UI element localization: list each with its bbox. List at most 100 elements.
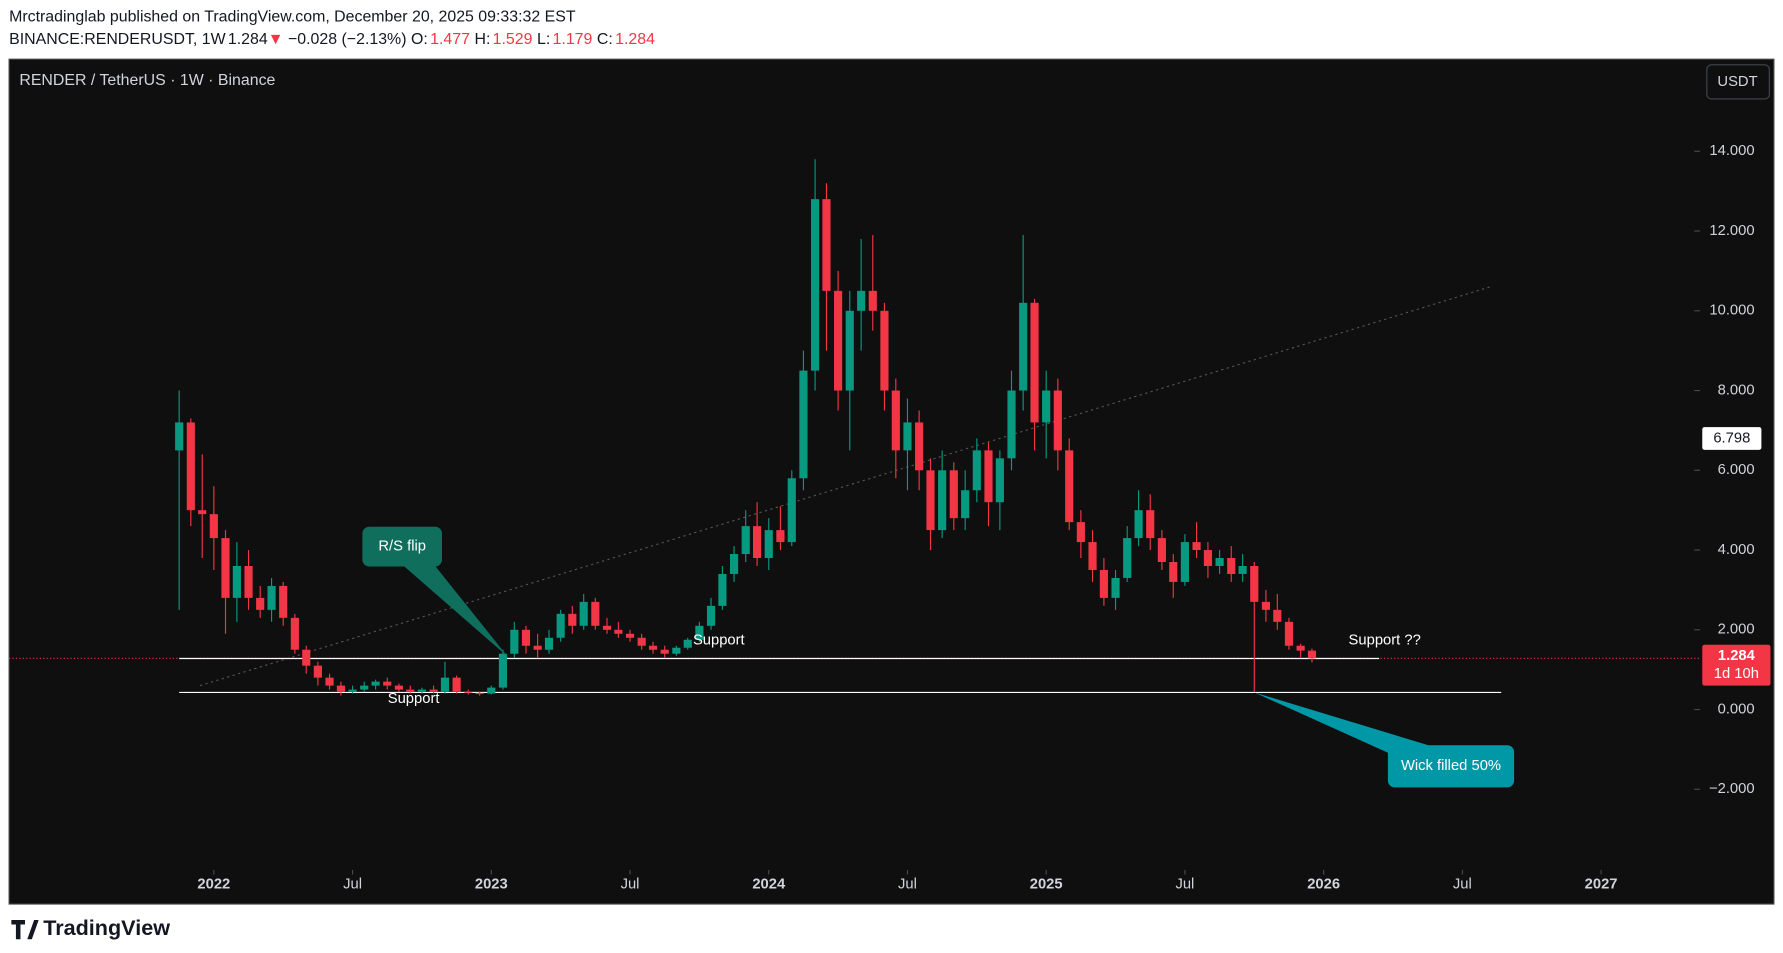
- candle-body: [961, 490, 970, 519]
- candle-body: [221, 538, 230, 598]
- candle-body: [521, 629, 531, 646]
- candle-body: [949, 470, 958, 519]
- y-tick-label: 12.000: [1709, 223, 1754, 239]
- candle-body: [1030, 302, 1039, 423]
- candle-body: [302, 649, 311, 666]
- candle-body: [1088, 542, 1097, 570]
- candle-body: [290, 617, 299, 650]
- candle-body: [1076, 522, 1085, 543]
- y-tick-label: 6.000: [1718, 462, 1755, 478]
- candle-body: [1111, 577, 1120, 598]
- quote-part: 1.179: [553, 31, 593, 48]
- x-tick-label: Jul: [343, 877, 362, 893]
- plot-area: −2.000 0.000 2.000 4.000 6.000 8.000 10.000 12.…: [9, 143, 1771, 893]
- crosshair-label: 6.798: [1713, 430, 1750, 446]
- candle-body: [256, 597, 265, 610]
- quote-part: BINANCE:RENDERUSDT, 1W: [9, 31, 226, 48]
- candle-body: [729, 554, 739, 574]
- quote-part: O:: [411, 31, 428, 48]
- candle-body: [1296, 645, 1305, 651]
- x-tick-label: Jul: [621, 877, 640, 893]
- crosshair-label-box: [1702, 427, 1762, 450]
- x-tick-label: 2025: [1030, 877, 1063, 893]
- candle-body: [1250, 565, 1259, 602]
- x-tick-label: Jul: [1453, 877, 1472, 893]
- y-tick-label: 8.000: [1718, 382, 1755, 398]
- candle-body: [787, 478, 796, 543]
- candle-body: [371, 681, 380, 686]
- candle-body: [244, 565, 253, 598]
- candle-body: [209, 514, 218, 539]
- quote-part: C:: [597, 31, 613, 48]
- candle-body: [429, 689, 438, 692]
- quote-part: H:: [474, 31, 490, 48]
- y-tick-label: 14.000: [1709, 143, 1754, 159]
- candle-body: [394, 685, 403, 690]
- brand-icon: [11, 919, 39, 940]
- candle-body: [799, 370, 808, 479]
- candle-body: [1238, 565, 1247, 574]
- candle-body: [695, 625, 704, 640]
- candle-body: [1169, 562, 1178, 582]
- candle-body: [1180, 542, 1189, 582]
- quote-part: 1.284: [615, 31, 655, 48]
- candle-body: [1007, 390, 1016, 459]
- candle-body: [718, 573, 727, 606]
- candle-body: [648, 645, 658, 650]
- quote-part: 1.529: [493, 31, 533, 48]
- candle-body: [475, 692, 484, 694]
- candle-body: [406, 689, 415, 692]
- candle-body: [1053, 390, 1062, 451]
- candle-body: [683, 639, 692, 648]
- legend-title: RENDER / TetherUS · 1W · Binance: [19, 72, 275, 89]
- publish-info: Mrctradinglab published on TradingView.c…: [9, 8, 576, 25]
- candle-body: [417, 689, 427, 692]
- candle-body: [845, 310, 854, 391]
- x-tick-label: 2022: [197, 877, 230, 893]
- callout-pointer: [392, 537, 508, 657]
- quote-part: ▼: [268, 31, 284, 48]
- callout-box: [1387, 745, 1515, 788]
- candle-body: [938, 470, 947, 531]
- currency-button[interactable]: [1706, 64, 1770, 100]
- callout-text: Wick filled 50%: [1401, 758, 1501, 774]
- candle-body: [926, 470, 935, 531]
- candle-body: [834, 290, 843, 391]
- candle-body: [891, 390, 900, 451]
- candle-body: [544, 637, 554, 650]
- candle-body: [776, 530, 785, 543]
- candle-body: [1261, 601, 1271, 610]
- y-tick-label: 10.000: [1709, 303, 1754, 319]
- currency-label[interactable]: USDT: [1717, 74, 1757, 90]
- callout: Wick filled 50%: [1254, 692, 1515, 788]
- candle-body: [440, 677, 450, 692]
- candle-body: [348, 689, 357, 692]
- y-tick-label: 2.000: [1718, 622, 1755, 638]
- candle-body: [591, 601, 600, 626]
- candle-body: [1065, 450, 1074, 523]
- countdown-label: 1d 10h: [1714, 666, 1759, 682]
- x-tick-label: 2026: [1307, 877, 1340, 893]
- quote-part: −0.028 (−2.13%): [288, 31, 406, 48]
- candle-body: [198, 510, 207, 515]
- candle-body: [625, 633, 635, 638]
- x-tick-label: Jul: [1175, 877, 1194, 893]
- annotation-text: Support: [693, 633, 745, 649]
- y-tick-label: −2.000: [1709, 781, 1755, 797]
- brand-logo: TradingView: [11, 915, 170, 940]
- candle-body: [1123, 538, 1132, 578]
- candle-body: [568, 613, 577, 626]
- candle-body: [660, 649, 669, 654]
- candle-body: [602, 625, 612, 630]
- candle-body: [822, 199, 831, 291]
- candle-body: [741, 526, 750, 555]
- callout: R/S flip: [362, 526, 508, 657]
- candle-body: [267, 585, 276, 610]
- candle-body: [637, 637, 646, 646]
- candle-body: [579, 601, 588, 626]
- candle-body: [510, 629, 519, 654]
- candle-body: [464, 691, 473, 693]
- candle-body: [903, 422, 912, 451]
- y-tick-label: 4.000: [1718, 542, 1755, 558]
